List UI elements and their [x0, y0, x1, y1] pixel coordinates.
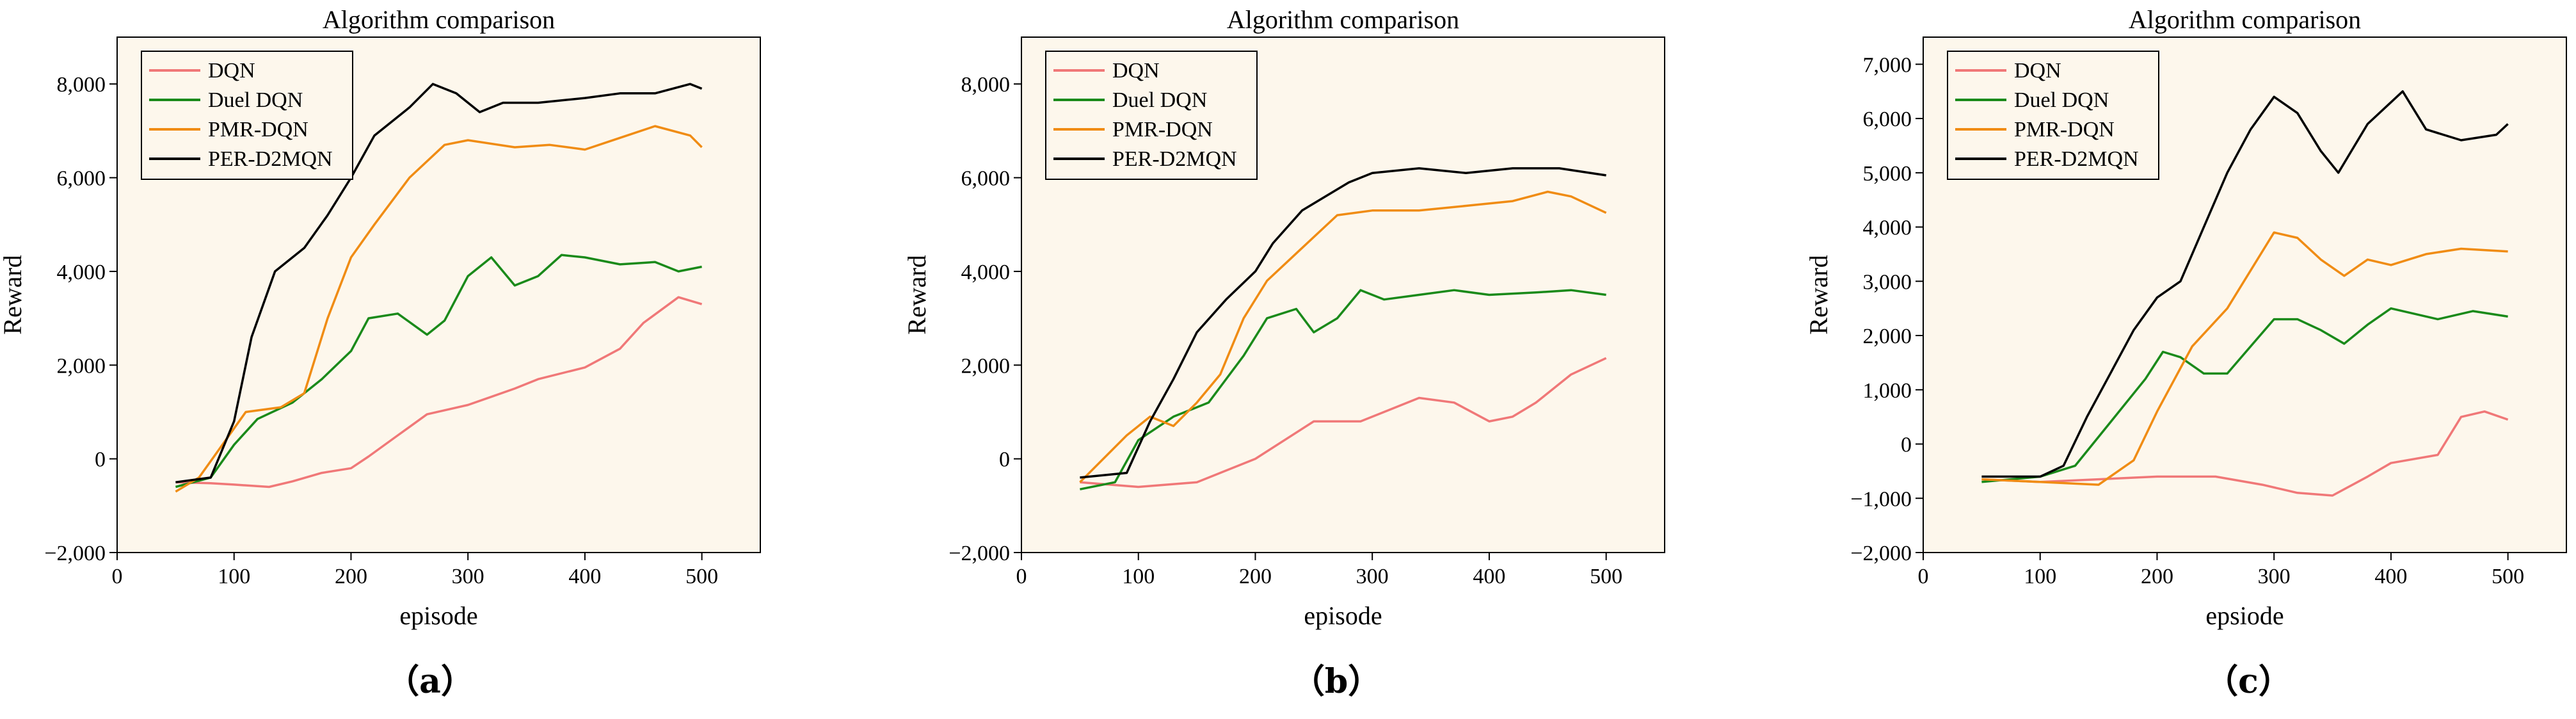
chart2-title: Algorithm comparison — [2129, 5, 2361, 34]
chart1-caption: （b） — [1292, 662, 1381, 701]
chart1-ytick-label: −2,000 — [948, 542, 1010, 565]
chart2-ytick-label: 1,000 — [1863, 379, 1912, 403]
chart0-xtick-label: 500 — [685, 565, 718, 588]
chart1-ytick-label: 6,000 — [961, 167, 1011, 191]
chart0-xtick-label: 200 — [335, 565, 367, 588]
chart2-xlabel: epsiode — [2205, 601, 2284, 630]
chart1-series-duel-dqn — [1080, 289, 1606, 490]
chart2-xtick-label: 500 — [2492, 565, 2524, 588]
chart0-legend-label: PMR-DQN — [208, 118, 308, 141]
chart0-ytick-label: −2,000 — [44, 542, 106, 565]
chart2-ylabel: Reward — [1804, 255, 1833, 334]
chart2-ytick-label: 5,000 — [1863, 162, 1912, 186]
chart0-ylabel: Reward — [0, 255, 27, 334]
chart2-xtick-label: 100 — [2024, 565, 2056, 588]
chart0-ytick-label: 0 — [95, 448, 106, 472]
chart1-legend-label: PER-D2MQN — [1112, 147, 1237, 171]
chart0-legend-label: PER-D2MQN — [208, 147, 333, 171]
chart1-xtick-label: 200 — [1239, 565, 1272, 588]
chart0-series-dqn — [175, 296, 703, 489]
chart2-ytick-label: 0 — [1901, 433, 1912, 457]
chart1-ytick-label: 0 — [999, 448, 1010, 472]
chart1-xtick-label: 300 — [1356, 565, 1389, 588]
chart2-ytick-label: −1,000 — [1850, 487, 1912, 511]
chart1-xtick-label: 500 — [1590, 565, 1622, 588]
chart0-ytick-label: 2,000 — [57, 354, 106, 378]
chart1-xtick-label: 0 — [1016, 565, 1027, 588]
chart0-xlabel: episode — [399, 601, 477, 630]
chart2-ytick-label: 3,000 — [1863, 270, 1912, 294]
chart0-ytick-label: 4,000 — [57, 261, 106, 284]
chart0-title: Algorithm comparison — [323, 5, 555, 34]
chart2-xtick-label: 400 — [2374, 565, 2407, 588]
chart0-series-per-d2mqn — [175, 83, 703, 483]
chart1-xtick-label: 400 — [1473, 565, 1505, 588]
chart0-xtick-label: 0 — [112, 565, 123, 588]
chart0-ytick-label: 6,000 — [57, 167, 106, 191]
chart2-xtick-label: 0 — [1918, 565, 1929, 588]
chart2-series-per-d2mqn — [1981, 90, 2509, 478]
chart1-series-dqn — [1080, 357, 1607, 489]
chart2-series-pmr-dqn — [1981, 231, 2508, 486]
chart2-series-duel-dqn — [1981, 307, 2508, 483]
chart2-ytick-label: 6,000 — [1863, 108, 1912, 131]
chart1-ytick-label: 4,000 — [961, 261, 1011, 284]
chart0-caption: （a） — [386, 662, 474, 701]
chart0-series-duel-dqn — [175, 254, 702, 489]
chart1-legend-label: DQN — [1112, 59, 1160, 83]
chart0-xtick-label: 300 — [452, 565, 484, 588]
chart0-xtick-label: 100 — [218, 565, 250, 588]
chart1-series-per-d2mqn — [1080, 167, 1606, 479]
chart2-xtick-label: 300 — [2258, 565, 2291, 588]
chart1-xtick-label: 100 — [1122, 565, 1155, 588]
chart2-xtick-label: 200 — [2141, 565, 2173, 588]
chart0-ytick-label: 8,000 — [57, 73, 106, 97]
chart1-ytick-label: 8,000 — [961, 73, 1011, 97]
chart2-legend-label: PMR-DQN — [2014, 118, 2115, 141]
chart1-legend-label: PMR-DQN — [1112, 118, 1213, 141]
chart2-legend-label: DQN — [2014, 59, 2061, 83]
chart2-ytick-label: 7,000 — [1863, 53, 1912, 77]
chart2-caption: （c） — [2205, 662, 2292, 701]
chart2-legend-label: PER-D2MQN — [2014, 147, 2139, 171]
chart2-ytick-label: 4,000 — [1863, 216, 1912, 240]
chart2-ytick-label: −2,000 — [1850, 542, 1912, 565]
chart0-xtick-label: 400 — [568, 565, 601, 588]
chart0-legend-label: DQN — [208, 59, 255, 83]
chart1-title: Algorithm comparison — [1227, 5, 1459, 34]
chart0-legend-label: Duel DQN — [208, 88, 303, 112]
chart2-ytick-label: 2,000 — [1863, 325, 1912, 348]
chart1-xlabel: episode — [1304, 601, 1382, 630]
chart1-ytick-label: 2,000 — [961, 354, 1011, 378]
chart1-legend-label: Duel DQN — [1112, 88, 1207, 112]
chart0-series-pmr-dqn — [175, 125, 703, 493]
chart2-legend-label: Duel DQN — [2014, 88, 2109, 112]
chart1-series-pmr-dqn — [1079, 190, 1607, 483]
chart1-ylabel: Reward — [902, 255, 931, 334]
